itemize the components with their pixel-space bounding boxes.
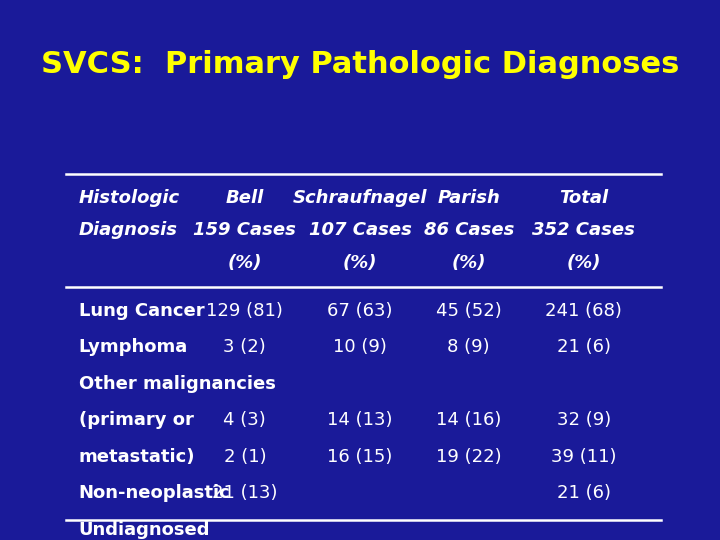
Text: metastatic): metastatic): [78, 448, 195, 465]
Text: (%): (%): [343, 254, 377, 272]
Text: 352 Cases: 352 Cases: [532, 221, 635, 239]
Text: 14 (13): 14 (13): [328, 411, 392, 429]
Text: (%): (%): [451, 254, 486, 272]
Text: Other malignancies: Other malignancies: [78, 375, 276, 393]
Text: Undiagnosed: Undiagnosed: [78, 521, 210, 538]
Text: 19 (22): 19 (22): [436, 448, 502, 465]
Text: Total: Total: [559, 190, 608, 207]
Text: 3 (2): 3 (2): [223, 339, 266, 356]
Text: 67 (63): 67 (63): [328, 302, 392, 320]
Text: 2 (1): 2 (1): [223, 448, 266, 465]
Text: Diagnosis: Diagnosis: [78, 221, 178, 239]
Text: (%): (%): [567, 254, 601, 272]
Text: 86 Cases: 86 Cases: [423, 221, 514, 239]
Text: 16 (15): 16 (15): [328, 448, 392, 465]
Text: 4 (3): 4 (3): [223, 411, 266, 429]
Text: 14 (16): 14 (16): [436, 411, 501, 429]
Text: 39 (11): 39 (11): [551, 448, 616, 465]
Text: 21 (6): 21 (6): [557, 339, 611, 356]
Text: 21 (13): 21 (13): [212, 484, 278, 502]
Text: 32 (9): 32 (9): [557, 411, 611, 429]
Text: Bell: Bell: [226, 190, 264, 207]
Text: Schraufnagel: Schraufnagel: [293, 190, 427, 207]
Text: SVCS:  Primary Pathologic Diagnoses: SVCS: Primary Pathologic Diagnoses: [41, 50, 679, 79]
Text: Lung Cancer: Lung Cancer: [78, 302, 204, 320]
Text: 159 Cases: 159 Cases: [194, 221, 297, 239]
Text: Parish: Parish: [437, 190, 500, 207]
Text: Lymphoma: Lymphoma: [78, 339, 188, 356]
Text: 129 (81): 129 (81): [207, 302, 283, 320]
Text: Histologic: Histologic: [78, 190, 180, 207]
Text: (primary or: (primary or: [78, 411, 194, 429]
Text: (%): (%): [228, 254, 262, 272]
Text: 21 (6): 21 (6): [557, 484, 611, 502]
Text: Non-neoplastic: Non-neoplastic: [78, 484, 230, 502]
Text: 241 (68): 241 (68): [546, 302, 622, 320]
Text: 107 Cases: 107 Cases: [309, 221, 411, 239]
Text: 10 (9): 10 (9): [333, 339, 387, 356]
Text: 45 (52): 45 (52): [436, 302, 502, 320]
Text: 8 (9): 8 (9): [447, 339, 490, 356]
